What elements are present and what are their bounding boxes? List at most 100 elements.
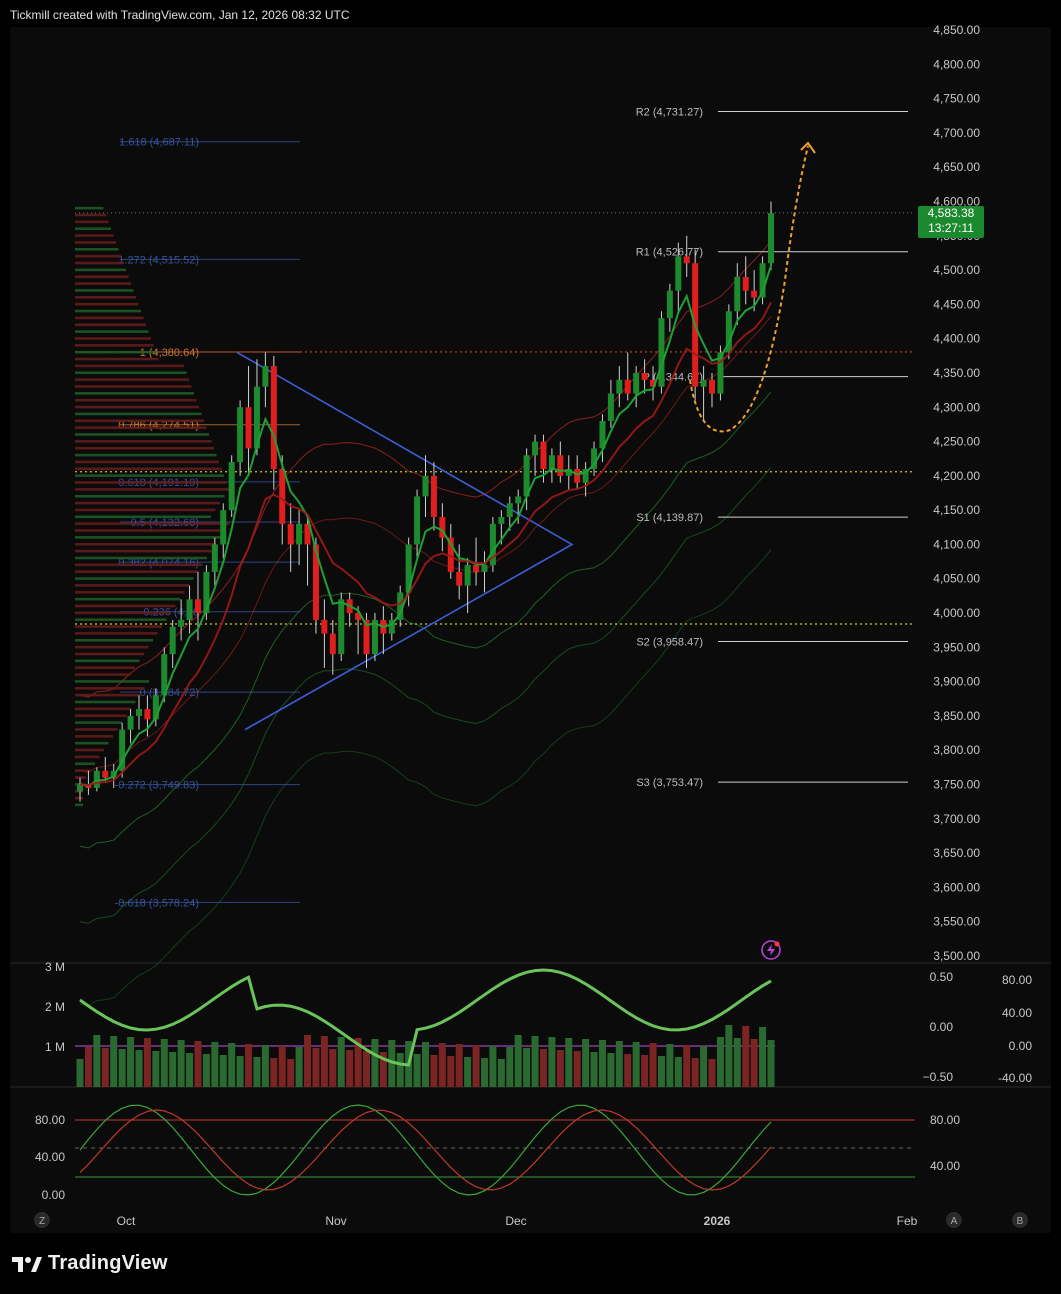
candle-body <box>506 503 513 518</box>
volume-bar <box>354 1038 362 1087</box>
candle-body <box>270 366 277 469</box>
volume-bar <box>438 1043 446 1087</box>
candle-body <box>582 468 589 483</box>
volume-bar <box>708 1059 716 1087</box>
triangle-lines <box>236 351 574 731</box>
fib-label: 1 (4,380.64) <box>140 347 199 359</box>
candle-body <box>734 276 741 312</box>
volume-bar <box>135 1050 143 1087</box>
profile-bar <box>75 680 149 683</box>
countdown: 13:27:11 <box>928 221 974 235</box>
pivot-label: S2 (3,958.47) <box>636 637 703 649</box>
candle-body <box>371 619 378 655</box>
volume-tick: 3 M <box>45 960 65 974</box>
candle-body <box>464 565 471 586</box>
osc-tick: 40.00 <box>1002 1006 1032 1020</box>
stoch-tick: 0.00 <box>42 1188 66 1202</box>
middle-band <box>79 315 772 774</box>
volume-bar <box>430 1055 438 1087</box>
volume-tick: 2 M <box>45 1000 65 1014</box>
profile-bar <box>75 783 83 786</box>
profile-bar <box>75 344 154 347</box>
candle-body <box>540 441 547 469</box>
candle-body <box>228 462 235 511</box>
volume-bar <box>607 1053 615 1087</box>
volume-bar <box>219 1055 227 1087</box>
price-tick: 4,450.00 <box>933 297 980 311</box>
profile-bar <box>75 350 156 354</box>
candle-body <box>768 213 774 264</box>
volume-bar <box>110 1036 118 1087</box>
volume-bar <box>228 1043 236 1087</box>
price-tick: 4,650.00 <box>933 160 980 174</box>
candle-body <box>253 386 260 449</box>
axis-button-circle <box>946 1212 962 1228</box>
candle-body <box>296 523 303 545</box>
price-tick: 3,500.00 <box>933 949 980 963</box>
profile-bar <box>75 536 221 539</box>
profile-bar <box>75 419 204 423</box>
volume-bar <box>767 1040 775 1087</box>
candle-body <box>321 619 328 634</box>
volume-bar <box>329 1049 337 1087</box>
axis-button-b[interactable]: B <box>1012 1212 1028 1228</box>
time-tick: Oct <box>117 1214 136 1228</box>
volume-bar <box>371 1039 379 1087</box>
volume-bar <box>582 1039 590 1087</box>
profile-bar <box>75 762 95 766</box>
volume-bar <box>733 1038 741 1087</box>
volume-bar <box>691 1058 699 1087</box>
candle-body <box>422 475 429 497</box>
candle-body <box>178 619 185 627</box>
volume-profile <box>75 206 230 807</box>
profile-bar <box>75 515 211 519</box>
candle-body <box>304 523 311 545</box>
pivot-label: R2 (4,731.27) <box>636 106 703 118</box>
candle-body <box>77 784 83 792</box>
triangle-pattern <box>236 351 574 731</box>
candle-body <box>245 407 252 449</box>
price-tick: 4,200.00 <box>933 469 980 483</box>
profile-bar <box>75 529 225 532</box>
candle-body <box>262 366 269 387</box>
profile-bar <box>75 398 197 402</box>
volume-bar <box>169 1052 177 1087</box>
price-tick: 3,850.00 <box>933 709 980 723</box>
volume-bar <box>422 1042 429 1087</box>
profile-bar <box>75 542 216 546</box>
volume-bar <box>127 1037 135 1087</box>
profile-bar <box>75 378 189 381</box>
stoch-tick: 80.00 <box>35 1113 65 1127</box>
volume-bar <box>211 1042 219 1087</box>
axis-button-z[interactable]: Z <box>34 1212 50 1228</box>
volume-bar <box>666 1044 674 1087</box>
profile-bar <box>75 659 140 663</box>
time-tick: 2026 <box>704 1214 731 1228</box>
volume-bar <box>683 1045 691 1087</box>
profile-bar <box>75 330 149 333</box>
volume-bar <box>278 1046 286 1087</box>
profile-bar <box>75 638 153 642</box>
profile-bar <box>75 522 230 525</box>
time-tick: Nov <box>325 1214 346 1228</box>
price-tick: 3,950.00 <box>933 640 980 654</box>
price-tick: 4,600.00 <box>933 194 980 208</box>
candle-body <box>725 311 732 353</box>
volume-bar <box>76 1059 84 1087</box>
candle-body <box>456 571 463 586</box>
profile-bar <box>75 433 209 436</box>
candle-body <box>666 290 673 319</box>
volume-bar <box>160 1039 168 1087</box>
osc-tick: 0.00 <box>1009 1039 1033 1053</box>
lightning-icon[interactable] <box>761 940 781 960</box>
candle-body <box>405 544 412 593</box>
volume-bar <box>742 1026 750 1087</box>
candle-body <box>220 510 227 545</box>
candle-body <box>557 455 564 476</box>
price-tick: 4,850.00 <box>933 23 980 37</box>
slow-ema <box>79 301 772 787</box>
profile-bar <box>75 590 185 594</box>
volume-bar <box>641 1055 649 1087</box>
axis-button-a[interactable]: A <box>946 1212 962 1228</box>
